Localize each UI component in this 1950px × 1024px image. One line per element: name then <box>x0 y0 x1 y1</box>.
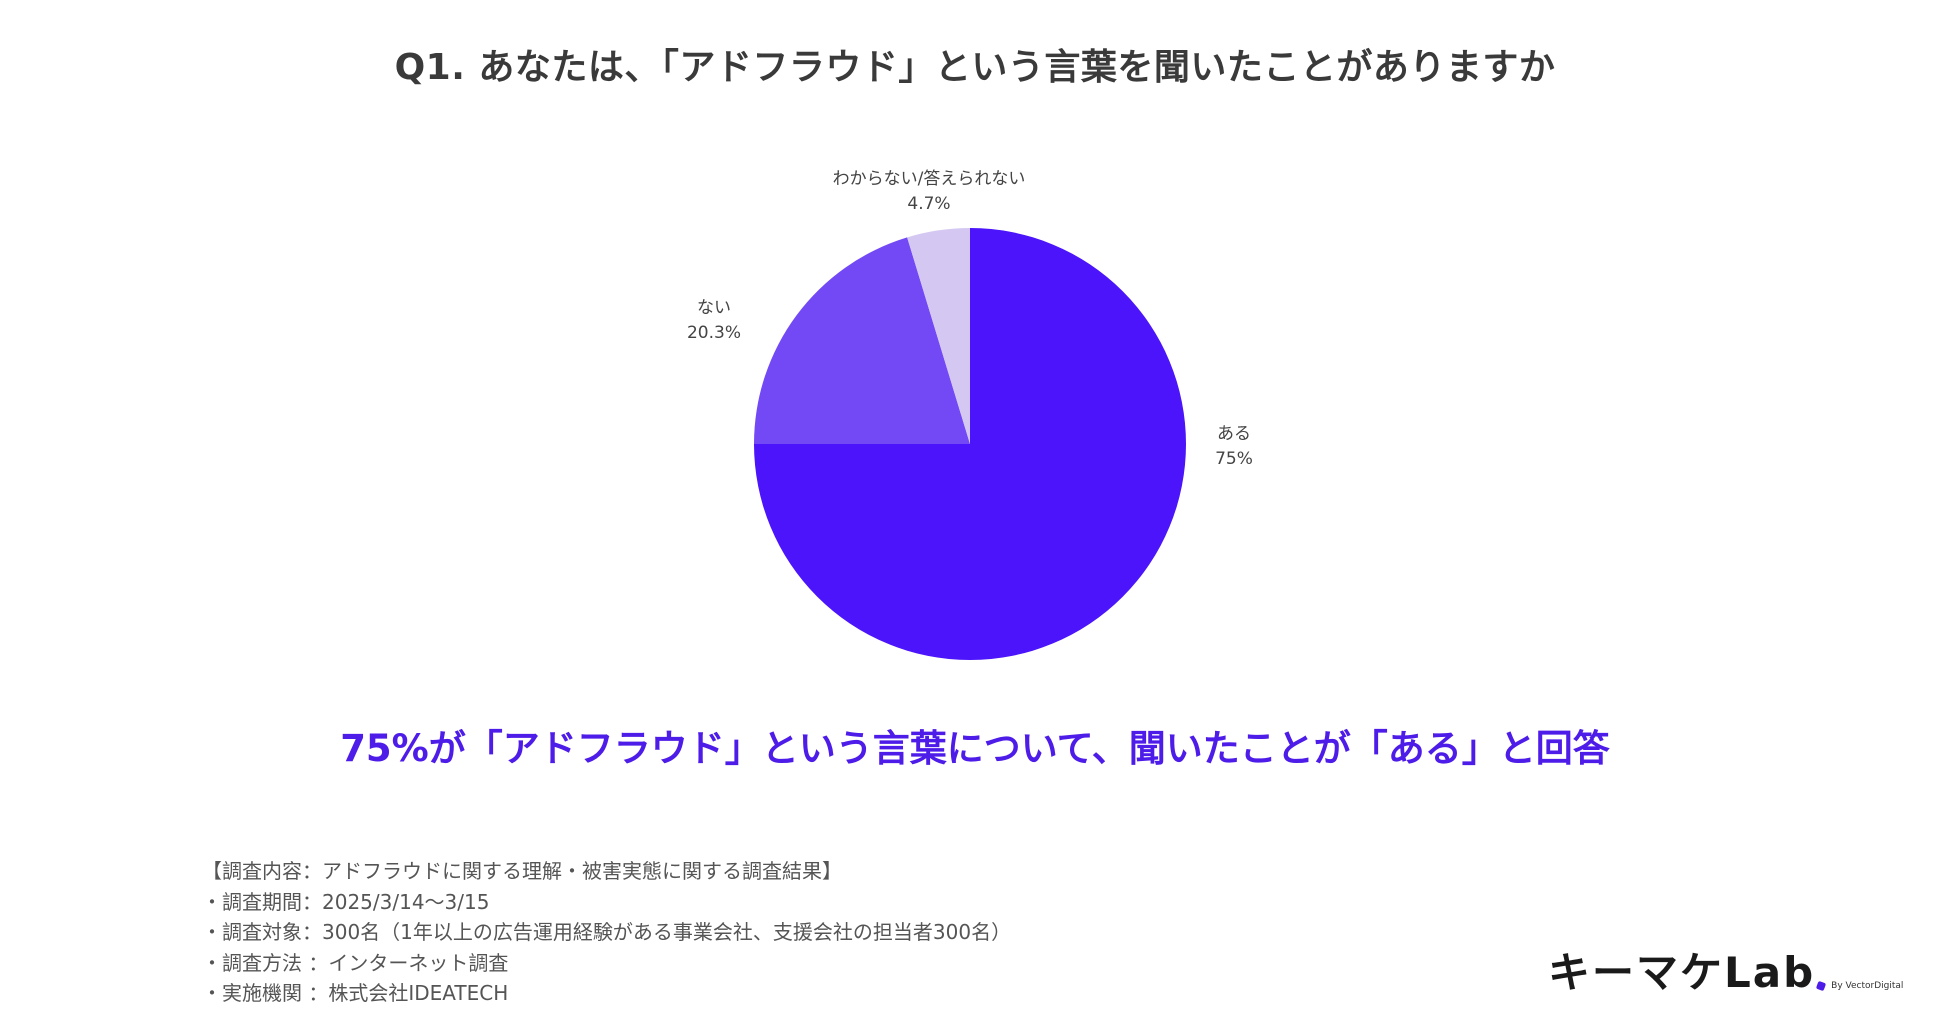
pie-slice-3 <box>907 228 970 444</box>
survey-note-org: ・実施機関 ：株式会社IDEATECH <box>202 981 509 1005</box>
logo-text: キーマケLab <box>1548 948 1816 997</box>
chart-title: Q1. あなたは、「アドフラウド」という言葉を聞いたことがありますか <box>394 47 1556 88</box>
brand-logo: キーマケLab By VectorDigital <box>1548 952 1903 994</box>
slice-value-label-3: 4.7% <box>907 194 950 214</box>
pie-slice-2 <box>754 237 970 444</box>
pie-slices <box>754 228 1186 660</box>
survey-note-target: ・調査対象：300名（1年以上の広告運用経験がある事業会社、支援会社の担当者30… <box>202 920 1012 944</box>
survey-note-method: ・調査方法 ：インターネット調査 <box>202 950 509 975</box>
survey-note-content: 【調査内容：アドフラウドに関する理解・被害実態に関する調査結果】 <box>202 859 842 883</box>
headline: 75%が「アドフラウド」という言葉について、聞いたことが「ある」と回答 <box>340 727 1610 770</box>
survey-notes: 【調査内容：アドフラウドに関する理解・被害実態に関する調査結果】 ・調査期間：2… <box>202 856 1011 1009</box>
slice-label-3: わからない/答えられない <box>833 169 1026 189</box>
survey-note-period: ・調査期間：2025/3/14〜3/15 <box>202 889 490 914</box>
logo-subtext: By VectorDigital <box>1831 981 1904 991</box>
slice-label-2: ない <box>697 298 731 318</box>
slice-value-label-1: 75% <box>1215 449 1253 469</box>
pie-labels: ある 75% ない 20.3% わからない/答えられない 4.7% <box>687 169 1253 469</box>
slice-value-label-2: 20.3% <box>687 323 741 343</box>
slice-label-1: ある <box>1217 424 1251 444</box>
logo-dot-icon <box>1816 980 1827 992</box>
